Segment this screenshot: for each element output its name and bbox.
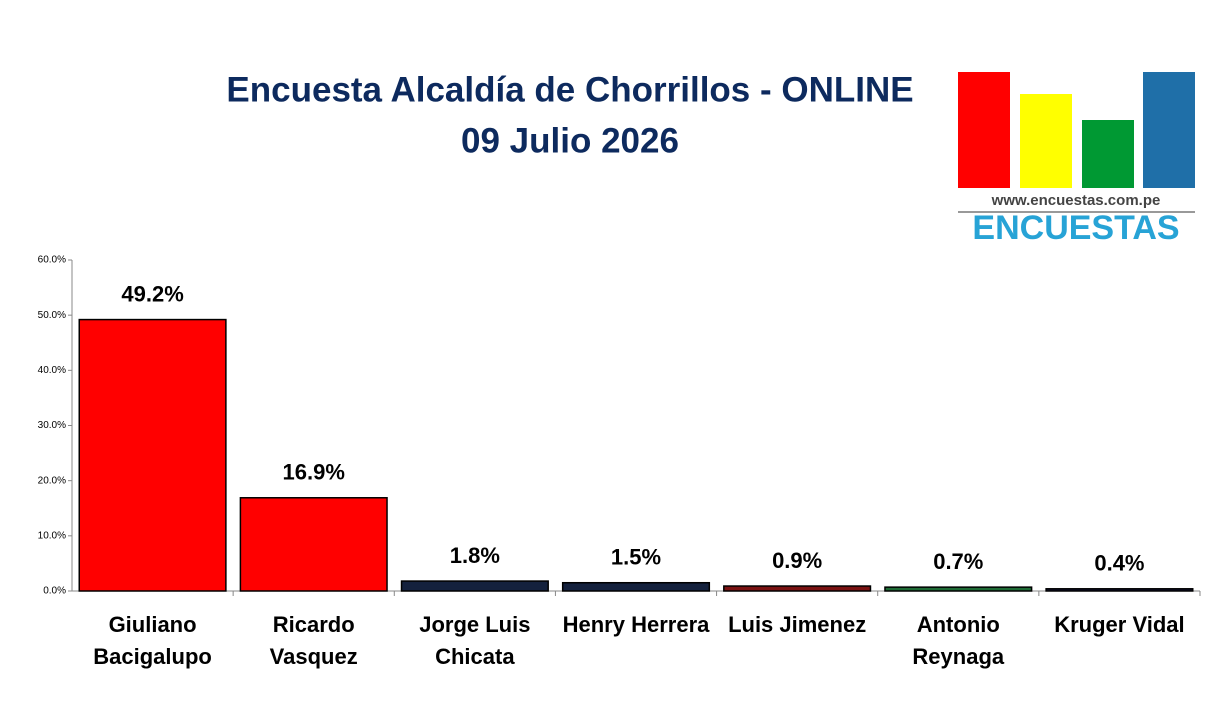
y-tick-label: 0.0% xyxy=(43,586,66,597)
logo-bar xyxy=(1143,72,1195,188)
y-tick-label: 50.0% xyxy=(38,310,66,321)
bar xyxy=(723,585,872,592)
y-tick-label: 30.0% xyxy=(38,420,66,431)
chart-title: Encuesta Alcaldía de Chorrillos - ONLINE xyxy=(226,70,913,109)
value-label: 0.7% xyxy=(933,549,983,574)
y-tick-label: 10.0% xyxy=(38,530,66,541)
x-tick-label: Ricardo Vasquez xyxy=(269,612,358,669)
logo: www.encuestas.com.pe ENCUESTAS xyxy=(958,72,1195,247)
y-tick-label: 40.0% xyxy=(38,365,66,376)
x-tick-label: Giuliano Bacigalupo xyxy=(93,612,212,669)
bar xyxy=(1045,588,1194,592)
value-label: 1.5% xyxy=(611,545,661,570)
bar xyxy=(400,580,549,592)
bar xyxy=(561,581,711,592)
bar xyxy=(78,318,227,592)
logo-url: www.encuestas.com.pe xyxy=(991,192,1161,209)
x-tick-label: Jorge Luis Chicata xyxy=(419,612,531,669)
value-label: 16.9% xyxy=(283,460,345,485)
value-label: 49.2% xyxy=(121,281,183,306)
logo-bar xyxy=(1082,120,1134,188)
logo-bar xyxy=(958,72,1010,188)
x-tick-label: Henry Herrera xyxy=(562,612,710,637)
x-tick-label: Antonio Reynaga xyxy=(912,612,1005,669)
x-tick-label: Luis Jimenez xyxy=(728,612,867,637)
y-tick-label: 20.0% xyxy=(38,475,66,486)
logo-bar xyxy=(1020,94,1072,188)
bar xyxy=(239,497,388,592)
chart-subtitle: 09 Julio 2026 xyxy=(461,121,679,160)
value-label: 0.4% xyxy=(1094,551,1144,576)
value-label: 0.9% xyxy=(772,548,822,573)
value-label: 1.8% xyxy=(450,543,500,568)
logo-name: ENCUESTAS xyxy=(972,209,1179,247)
y-tick-label: 60.0% xyxy=(38,255,66,266)
bar xyxy=(884,586,1033,592)
x-tick-label: Kruger Vidal xyxy=(1054,612,1185,637)
